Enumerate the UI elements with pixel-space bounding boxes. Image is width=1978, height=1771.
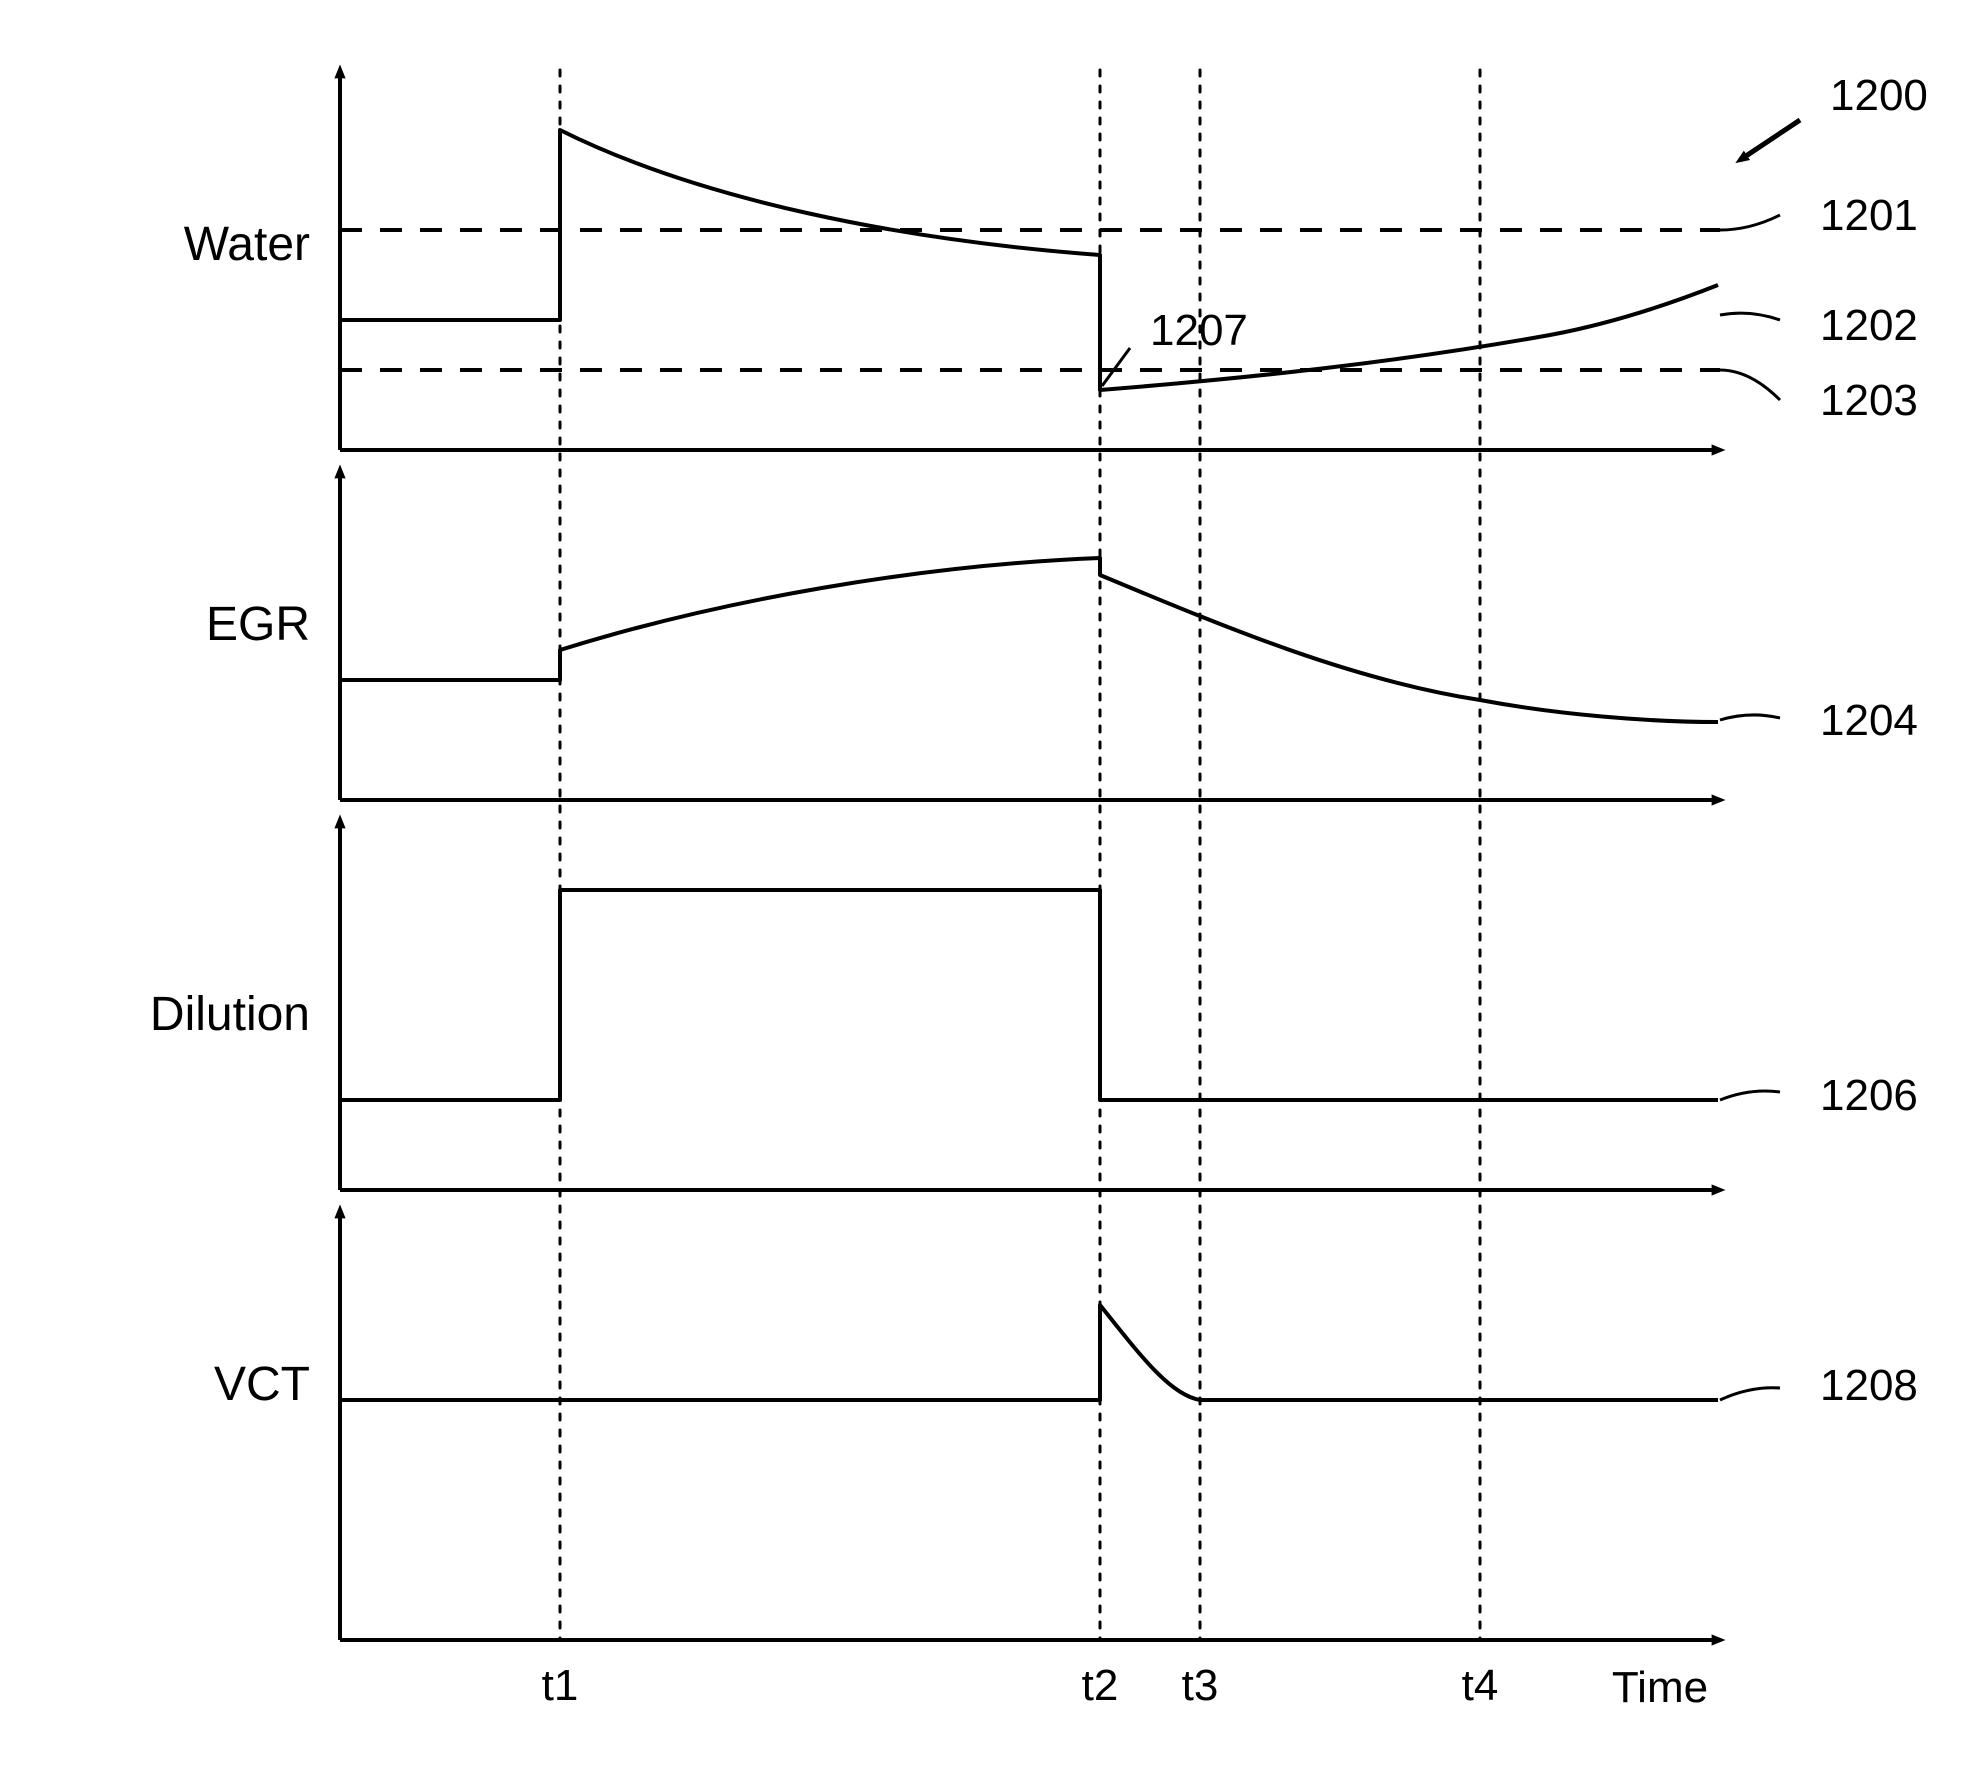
leader-1208 [1720, 1388, 1780, 1400]
tick-label-t3: t3 [1182, 1661, 1219, 1710]
leader-1207 [1102, 348, 1130, 386]
vct-curve-1208 [340, 1305, 1718, 1400]
water-curve-1202 [340, 130, 1718, 390]
figure-ref-label: 1200 [1830, 71, 1928, 120]
ref-label-1208: 1208 [1820, 1361, 1918, 1410]
water-axis-label: Water [184, 218, 310, 271]
leader-1201 [1720, 215, 1780, 230]
leader-1202 [1720, 313, 1780, 320]
ref-label-1201: 1201 [1820, 191, 1918, 240]
dilution-curve-1206 [340, 890, 1718, 1100]
ref-label-1203: 1203 [1820, 376, 1918, 425]
leader-1204 [1720, 715, 1780, 720]
figure-ref-arrow [1740, 120, 1800, 160]
time-axis-label: Time [1612, 1663, 1708, 1712]
ref-label-1202: 1202 [1820, 301, 1918, 350]
dilution-axis-label: Dilution [150, 988, 310, 1041]
vct-axis-label: VCT [214, 1358, 310, 1411]
leader-1203 [1720, 370, 1780, 400]
ref-label-1204: 1204 [1820, 696, 1918, 745]
egr-curve-1204 [340, 558, 1718, 722]
ref-label-1206: 1206 [1820, 1071, 1918, 1120]
ref-label-1207: 1207 [1150, 306, 1248, 355]
tick-label-t1: t1 [542, 1661, 579, 1710]
tick-label-t4: t4 [1462, 1661, 1499, 1710]
tick-label-t2: t2 [1082, 1661, 1119, 1710]
leader-1206 [1720, 1091, 1780, 1100]
egr-axis-label: EGR [206, 598, 310, 651]
